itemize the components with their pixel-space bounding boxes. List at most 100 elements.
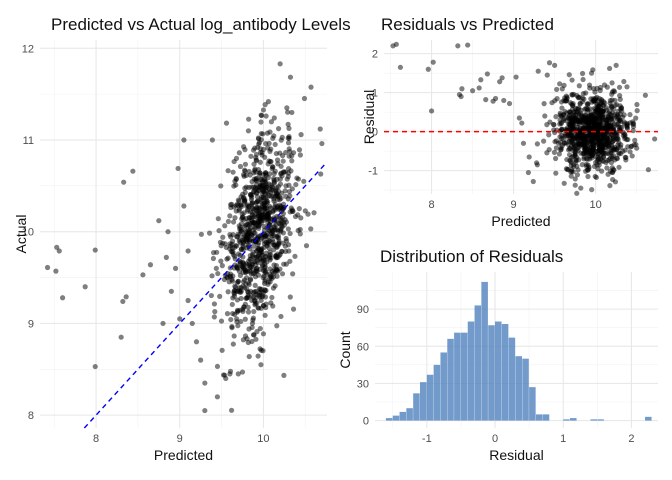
y-tick-label: 30 xyxy=(357,378,369,390)
data-point xyxy=(285,109,291,115)
data-point xyxy=(232,311,238,317)
data-point xyxy=(172,265,179,271)
data-point xyxy=(574,92,580,99)
data-point xyxy=(202,380,208,386)
data-point xyxy=(513,74,519,80)
data-point xyxy=(257,180,263,186)
data-point xyxy=(549,100,555,106)
data-point xyxy=(214,363,221,370)
histogram-bar xyxy=(413,393,420,421)
data-point xyxy=(250,249,256,255)
data-point xyxy=(270,303,276,309)
data-point xyxy=(614,102,620,108)
data-point xyxy=(277,181,284,187)
histogram-bar xyxy=(454,332,461,421)
data-point xyxy=(247,276,254,282)
data-point xyxy=(283,235,289,242)
data-point xyxy=(278,170,284,176)
data-point xyxy=(270,209,276,215)
data-point xyxy=(285,196,291,202)
data-point xyxy=(261,223,267,229)
data-point xyxy=(559,86,565,92)
data-point xyxy=(241,277,248,283)
data-point xyxy=(118,334,124,340)
data-point xyxy=(262,154,268,160)
data-point xyxy=(597,139,603,145)
data-point xyxy=(256,251,262,257)
data-point xyxy=(615,142,621,148)
data-point xyxy=(246,116,252,122)
data-point xyxy=(296,147,303,153)
data-point xyxy=(248,153,254,159)
data-point xyxy=(235,202,242,209)
data-point xyxy=(274,323,280,329)
data-point xyxy=(594,102,600,108)
data-point xyxy=(258,362,264,368)
histogram-bar xyxy=(488,325,495,421)
data-point xyxy=(593,174,599,181)
data-point xyxy=(624,136,630,143)
data-point xyxy=(572,135,579,142)
data-point xyxy=(258,176,264,182)
data-point xyxy=(318,171,324,177)
y-axis-title: Actual xyxy=(13,215,29,254)
data-point xyxy=(613,62,619,68)
data-point xyxy=(245,221,251,228)
data-point xyxy=(578,185,584,191)
data-point xyxy=(609,80,615,86)
data-point xyxy=(224,256,230,262)
data-point xyxy=(234,234,240,240)
data-point xyxy=(263,304,269,311)
data-point xyxy=(254,329,260,335)
data-point xyxy=(236,150,242,156)
data-point xyxy=(295,176,302,182)
data-point xyxy=(231,183,237,189)
data-point xyxy=(614,111,620,117)
data-point xyxy=(574,154,580,161)
histogram-bar xyxy=(570,418,577,421)
data-point xyxy=(267,205,274,211)
data-point xyxy=(281,222,288,228)
data-point xyxy=(570,116,576,122)
data-point xyxy=(293,181,299,188)
x-tick-label: 8 xyxy=(429,199,435,211)
data-point xyxy=(483,97,489,103)
data-point xyxy=(248,288,254,294)
data-point xyxy=(206,230,213,236)
data-point xyxy=(232,283,238,289)
data-point xyxy=(247,253,253,259)
data-point xyxy=(459,86,465,92)
data-point xyxy=(292,253,298,259)
data-point xyxy=(56,248,62,254)
data-point xyxy=(565,142,571,148)
data-point xyxy=(553,145,560,151)
data-point xyxy=(317,126,323,132)
data-point xyxy=(286,248,292,254)
data-point xyxy=(275,126,282,132)
data-point xyxy=(209,137,215,143)
data-point xyxy=(604,158,610,164)
data-point xyxy=(231,333,237,339)
data-point xyxy=(246,243,252,250)
data-point xyxy=(168,288,174,294)
data-point xyxy=(229,301,235,308)
data-point xyxy=(260,331,267,337)
data-point xyxy=(208,292,214,299)
y-tick-label: 10 xyxy=(22,227,34,239)
data-point xyxy=(285,242,292,248)
data-point xyxy=(243,234,249,240)
data-point xyxy=(272,242,278,248)
data-point xyxy=(242,167,248,173)
data-point xyxy=(579,128,585,134)
data-point xyxy=(258,195,264,201)
data-point xyxy=(267,129,273,135)
data-point xyxy=(278,313,284,320)
identity-reference-line xyxy=(83,161,328,429)
data-point xyxy=(257,170,263,176)
data-point xyxy=(492,95,499,102)
data-point xyxy=(558,120,564,126)
data-point xyxy=(603,125,609,131)
data-point xyxy=(614,132,620,138)
data-point xyxy=(262,254,269,260)
histogram-bar xyxy=(597,419,604,421)
